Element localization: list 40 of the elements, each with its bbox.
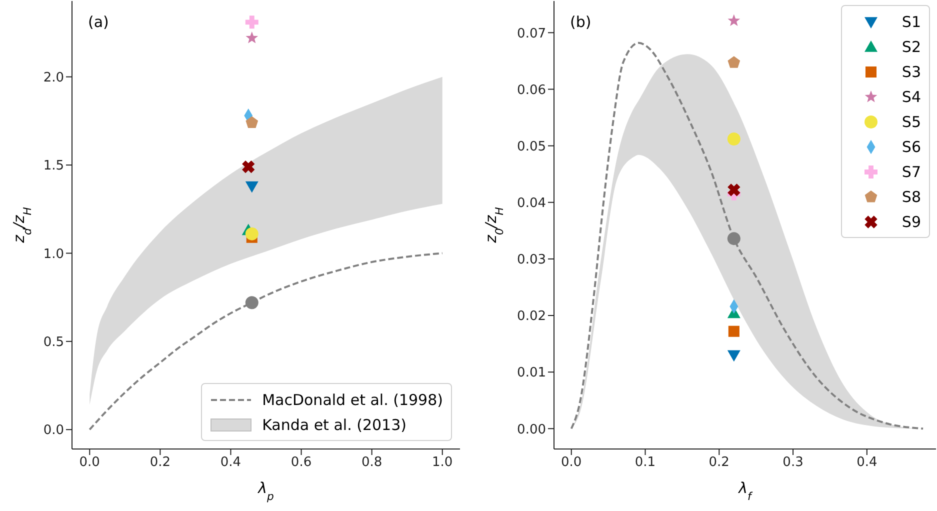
legend-label: S4 [902,88,921,106]
annotation: (a) [88,13,109,31]
legend-label: S7 [902,162,921,180]
x-tick-label: 0.0 [561,455,582,470]
y-tick-label: 0.5 [43,335,64,350]
legend-label: S1 [902,12,921,30]
x-tick-label: 0.6 [290,455,312,470]
y-tick-label: 0.06 [517,82,546,98]
x-tick-label: 0.3 [782,455,804,470]
legend-label: MacDonald et al. (1998) [262,390,443,408]
legend-label: S2 [902,38,921,56]
annotation: (b) [570,13,592,31]
y-tick-label: 0.0 [43,423,64,438]
x-tick-label: 0.4 [856,455,878,470]
y-tick-label: 2.0 [43,70,64,86]
legend-label: Kanda et al. (2013) [262,416,406,434]
legend-label: S5 [902,112,921,130]
x-tick-label: 1.0 [432,455,453,470]
y-tick-label: 0.07 [517,26,546,42]
x-tick-label: 0.4 [220,455,242,470]
x-tick-label: 0.8 [361,455,382,470]
legend-label: S3 [902,62,921,80]
y-tick-label: 0.04 [517,196,546,211]
x-tick-label: 0.2 [708,455,730,470]
line-series [88,252,444,431]
y-tick-label: 0.02 [517,309,546,324]
y-tick-label: 1.5 [43,158,64,174]
y-tick-label: 0.05 [517,139,546,154]
x-axis-title: λ$_{p}$ [257,479,274,502]
legend-label: S9 [902,212,921,230]
y-tick-label: 1.0 [43,246,64,262]
x-axis-title: λ$_{f}$ [738,479,754,502]
y-tick-label: 0.00 [517,422,546,438]
x-tick-label: 0.0 [79,455,100,470]
x-tick-label: 0.1 [634,455,656,470]
y-tick-label: 0.03 [517,252,546,268]
x-tick-label: 0.2 [150,455,171,470]
y-tick-label: 0.01 [517,366,546,381]
legend-label: S8 [902,188,921,206]
legend-label: S6 [902,138,921,156]
